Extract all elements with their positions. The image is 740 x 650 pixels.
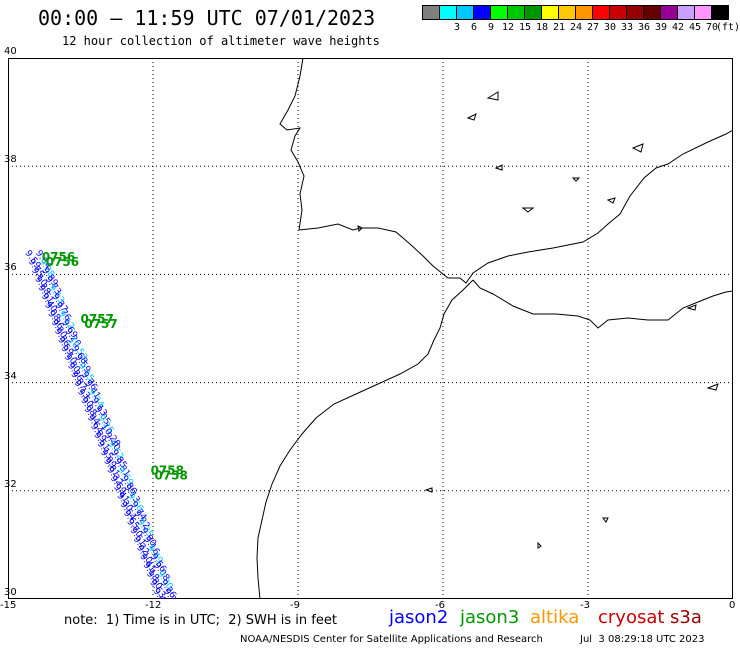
legend-swatch — [558, 5, 576, 20]
legend-label: 9 — [487, 22, 495, 33]
legend-label: 36 — [637, 22, 651, 33]
legend-label: 70 — [705, 22, 719, 33]
legend-label: 30 — [603, 22, 617, 33]
page-title: 00:00 – 11:59 UTC 07/01/2023 — [38, 6, 376, 30]
legend-label: 24 — [569, 22, 583, 33]
coastline-iberia-west — [279, 58, 305, 231]
island — [606, 197, 616, 204]
coastline-morocco — [256, 279, 474, 599]
legend-label: 45 — [688, 22, 702, 33]
track-time-label: 0757 — [84, 317, 117, 331]
track-time-label: 0758 — [154, 469, 187, 483]
lat-tick-label: 34 — [4, 370, 17, 382]
legend-label: 21 — [552, 22, 566, 33]
satellite-altika: altika — [530, 607, 580, 628]
satellite-cryosat: cryosat — [598, 607, 665, 628]
legend-label: 18 — [535, 22, 549, 33]
wave-height-map: 9.599.759.109.289.519.409.089.369.209.36… — [8, 58, 733, 599]
legend-swatch — [473, 5, 491, 20]
generated-timestamp: Jul 3 08:29:18 UTC 2023 — [580, 634, 705, 645]
legend-swatch — [490, 5, 508, 20]
track-time-label: 0756 — [42, 250, 75, 264]
island — [631, 143, 644, 153]
track-time-label: 0757 — [81, 312, 114, 326]
legend-label: 42 — [671, 22, 685, 33]
satellite-jason2: jason2 — [389, 607, 449, 628]
island — [466, 113, 477, 121]
legend-swatch — [660, 5, 678, 20]
island — [424, 487, 433, 493]
legend-swatch — [456, 5, 474, 20]
coastline — [256, 58, 733, 599]
page-subtitle: 12 hour collection of altimeter wave hei… — [62, 34, 380, 48]
track-time-label: 0756 — [46, 255, 79, 269]
legend-unit: (ft) — [716, 22, 740, 33]
legend-swatch — [592, 5, 610, 20]
legend-swatch — [609, 5, 627, 20]
legend-label: 27 — [586, 22, 600, 33]
island — [686, 304, 697, 311]
legend-swatch — [677, 5, 695, 20]
lon-tick-label: -3 — [580, 600, 590, 611]
legend-swatch — [507, 5, 525, 20]
legend-label: 39 — [654, 22, 668, 33]
island — [571, 177, 581, 182]
legend-swatch — [694, 5, 712, 20]
legend-swatch — [439, 5, 457, 20]
legend-swatch — [524, 5, 542, 20]
coastline-gulf-cadiz — [298, 129, 733, 284]
lat-tick-label: 40 — [4, 46, 17, 57]
map-frame — [8, 58, 733, 599]
island — [494, 164, 503, 171]
legend-swatch — [575, 5, 593, 20]
credit-text: NOAA/NESDIS Center for Satellite Applica… — [240, 634, 543, 645]
legend-label: 3 — [453, 22, 461, 33]
lon-tick-label: -9 — [290, 600, 300, 611]
map-grid — [8, 58, 733, 599]
track-time-label: 0758 — [151, 464, 184, 478]
legend-swatch — [422, 5, 440, 20]
lon-tick-label: -12 — [145, 600, 162, 611]
lat-tick-label: 38 — [4, 154, 17, 166]
legend-swatch — [626, 5, 644, 20]
altimeter-track: 9.599.759.109.289.519.409.089.369.209.36… — [22, 249, 187, 599]
lon-tick-label: -15 — [0, 600, 17, 611]
lon-tick-label: 0 — [729, 600, 736, 611]
lat-tick-label: 30 — [4, 587, 17, 598]
island — [537, 541, 542, 549]
legend-swatch — [541, 5, 559, 20]
coastline-north-africa — [472, 279, 733, 329]
legend-label: 12 — [501, 22, 515, 33]
satellite-s3a: s3a — [670, 607, 702, 628]
legend-label: 33 — [620, 22, 634, 33]
lat-tick-label: 32 — [4, 478, 17, 490]
footer-note: note: 1) Time is in UTC; 2) SWH is in fe… — [64, 613, 337, 628]
legend-swatch — [643, 5, 661, 20]
legend-label: 15 — [518, 22, 532, 33]
island — [357, 225, 363, 233]
lat-tick-label: 36 — [4, 262, 17, 274]
satellite-jason3: jason3 — [460, 607, 520, 628]
lon-tick-label: -6 — [435, 600, 445, 611]
island — [521, 207, 535, 213]
legend-swatch — [711, 5, 729, 20]
island — [706, 383, 719, 391]
island — [486, 91, 499, 101]
island — [602, 517, 609, 523]
legend-label: 6 — [470, 22, 478, 33]
